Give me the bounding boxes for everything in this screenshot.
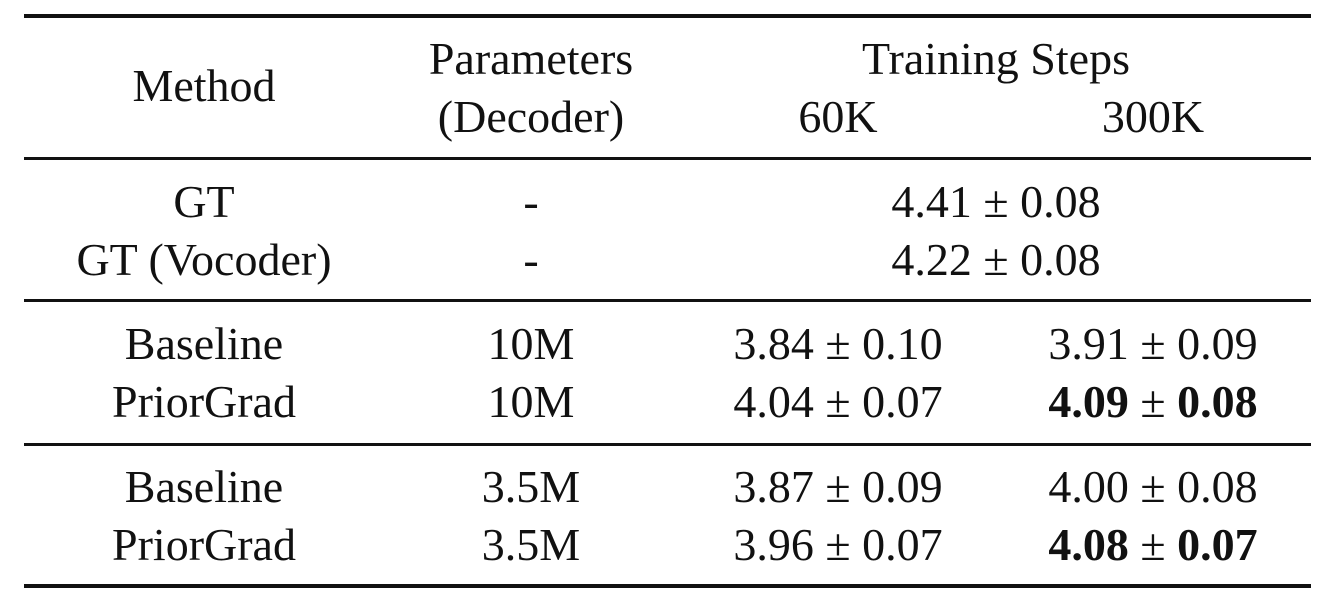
best-score-mean: 4.08 [1048,519,1129,570]
row-baseline-3.5m-300k: 4.00 ± 0.08 [1048,461,1258,512]
row-priorgrad-10m-params: 10M [487,376,575,427]
header-method: Method [132,60,276,111]
header-training-steps: Training Steps [862,33,1130,84]
row-gt-vocoder-params: - [523,234,539,285]
top-rule [24,14,1311,18]
row-priorgrad-3.5m-300k: 4.08 ± 0.07 [1048,520,1257,570]
row-priorgrad-3.5m-method: PriorGrad [112,519,296,570]
best-score-sd: 0.08 [1177,376,1258,427]
bottom-rule [24,584,1311,588]
best-score-sd: 0.07 [1177,519,1258,570]
row-priorgrad-3.5m-60k: 3.96 ± 0.07 [733,519,943,570]
header-60k: 60K [798,91,878,142]
header-300k: 300K [1101,91,1205,142]
row-baseline-10m-params: 10M [487,318,575,369]
header-parameters: Parameters [428,33,634,84]
row-gt-method: GT [173,176,235,227]
row-baseline-3.5m-params: 3.5M [481,461,581,512]
header-decoder: (Decoder) [437,91,625,142]
row-baseline-10m-60k: 3.84 ± 0.10 [733,318,943,369]
row-baseline-10m-method: Baseline [124,318,284,369]
row-gt-vocoder-score: 4.22 ± 0.08 [891,234,1101,285]
row-gt-vocoder-method: GT (Vocoder) [76,234,332,285]
row-priorgrad-10m-60k: 4.04 ± 0.07 [733,376,943,427]
row-gt-params: - [523,176,539,227]
row-baseline-10m-300k: 3.91 ± 0.09 [1048,318,1258,369]
row-gt-score: 4.41 ± 0.08 [891,176,1101,227]
row-baseline-3.5m-method: Baseline [124,461,284,512]
row-baseline-3.5m-60k: 3.87 ± 0.09 [733,461,943,512]
group-rule-1 [24,299,1311,302]
row-priorgrad-10m-method: PriorGrad [112,376,296,427]
best-score-mean: 4.09 [1048,376,1129,427]
plus-minus: ± [1140,519,1166,570]
header-rule [24,157,1311,160]
row-priorgrad-3.5m-params: 3.5M [481,519,581,570]
group-rule-2 [24,443,1311,446]
plus-minus: ± [1140,376,1166,427]
row-priorgrad-10m-300k: 4.09 ± 0.08 [1048,377,1257,427]
